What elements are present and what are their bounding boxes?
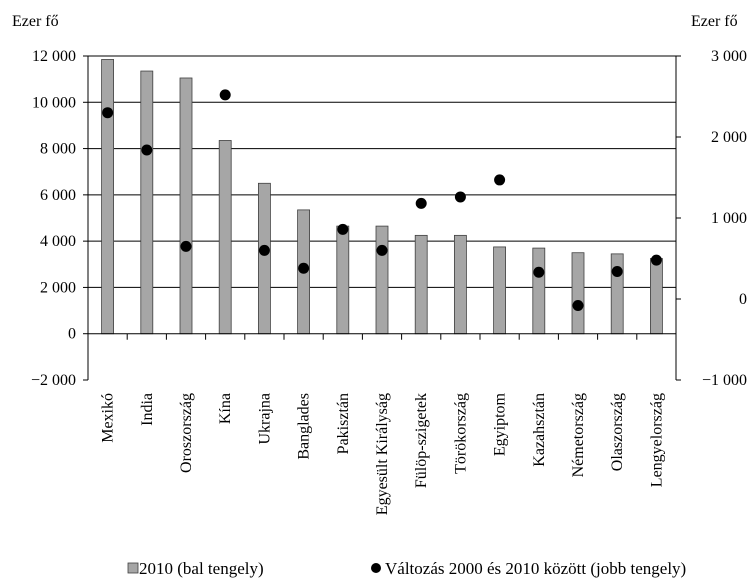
bar-1 — [140, 70, 154, 335]
category-label-4: Ukrajna — [256, 393, 273, 445]
dot-11 — [533, 266, 545, 278]
bar-10 — [493, 246, 507, 335]
category-label-9: Törökország — [452, 393, 469, 474]
dot-10 — [494, 174, 506, 186]
category-label-5: Banglades — [296, 393, 313, 460]
left-tick-label-7: 12 000 — [32, 48, 76, 65]
bar-0 — [101, 59, 114, 335]
bar-12 — [571, 252, 585, 335]
bar-2 — [179, 77, 193, 335]
left-axis-unit: Ezer fő — [12, 13, 59, 30]
left-tick-label-2: 2 000 — [40, 279, 76, 296]
dot-8 — [415, 197, 427, 209]
dot-5 — [298, 262, 310, 274]
dot-9 — [454, 191, 466, 203]
category-label-7: Egyesült Királyság — [374, 393, 391, 515]
left-tick-label-4: 6 000 — [40, 187, 76, 204]
legend-swatch-bar — [127, 562, 139, 574]
category-label-6: Pakisztán — [335, 393, 352, 454]
right-axis-unit: Ezer fő — [691, 13, 738, 30]
legend-swatch-dot — [371, 563, 381, 573]
dot-4 — [258, 244, 270, 256]
bar-8 — [414, 234, 428, 335]
bar-series — [101, 59, 663, 335]
category-label-13: Olaszország — [609, 393, 626, 471]
bar-7 — [375, 225, 389, 335]
dot-12 — [572, 299, 584, 311]
bar-3 — [218, 140, 232, 335]
right-tick-label-2: 1 000 — [711, 210, 747, 227]
bar-13 — [610, 253, 624, 335]
legend-label-dot: Változás 2000 és 2010 között (jobb tenge… — [385, 559, 686, 578]
dot-series — [102, 89, 662, 311]
category-label-2: Oroszország — [178, 393, 195, 473]
category-label-10: Egyiptom — [492, 392, 509, 456]
dot-13 — [611, 265, 623, 277]
left-tick-label-3: 4 000 — [40, 233, 76, 250]
legend: 2010 (bal tengely) Változás 2000 és 2010… — [127, 559, 686, 578]
right-tick-label-0: −1 000 — [702, 372, 747, 389]
category-label-14: Lengyelország — [648, 393, 665, 487]
left-tick-label-1: 0 — [68, 326, 76, 343]
category-label-11: Kazahsztán — [531, 393, 548, 467]
category-labels: Mexikó India Oroszország Kína Ukrajna Banglad… — [100, 392, 666, 515]
bar-4 — [257, 182, 271, 335]
category-label-3: Kína — [217, 393, 234, 424]
dot-2 — [180, 240, 192, 252]
left-tick-label-0: −2 000 — [31, 372, 76, 389]
right-axis-ticks: −1 000 0 1 000 2 000 3 000 — [676, 48, 747, 389]
bar-6 — [336, 225, 350, 335]
bar-9 — [453, 234, 467, 335]
category-label-0: Mexikó — [100, 393, 117, 443]
dot-0 — [102, 107, 114, 119]
dot-14 — [650, 254, 662, 266]
left-tick-label-5: 8 000 — [40, 141, 76, 158]
category-label-12: Németország — [570, 393, 587, 477]
bar-11 — [532, 247, 546, 335]
right-tick-label-1: 0 — [739, 291, 747, 308]
right-tick-label-3: 2 000 — [711, 129, 747, 146]
dot-6 — [337, 223, 349, 235]
dot-1 — [141, 144, 153, 156]
legend-label-bar: 2010 (bal tengely) — [139, 559, 264, 578]
category-label-1: India — [139, 393, 156, 426]
left-tick-label-6: 10 000 — [32, 94, 76, 111]
dot-7 — [376, 244, 388, 256]
bar-14 — [650, 258, 663, 335]
category-label-8: Fülöp-szigetek — [413, 393, 430, 488]
right-tick-label-4: 3 000 — [711, 48, 747, 65]
left-axis-ticks: −2 000 0 2 000 4 000 6 000 8 000 10 000 12 000 — [31, 48, 88, 389]
dot-3 — [219, 89, 231, 101]
